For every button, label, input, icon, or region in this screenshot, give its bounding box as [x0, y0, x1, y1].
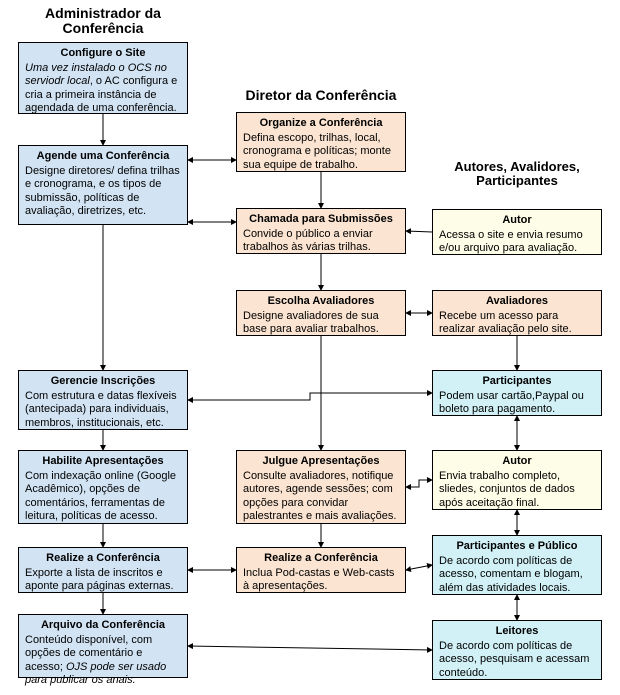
heading-authors: Autores, Avalidores, Participantes [432, 160, 602, 189]
node-b5-title: Realize a Conferência [243, 552, 399, 565]
node-b4-desc: Consulte avaliadores, notifique autores,… [243, 470, 399, 523]
node-a1: Configure o Site Uma vez instalado o OCS … [18, 42, 188, 114]
node-a2-title: Agende uma Conferência [25, 150, 181, 163]
node-a4: Habilite Apresentações Com indexação onli… [18, 450, 188, 524]
node-a5: Realize a Conferência Exporte a lista de … [18, 547, 188, 593]
node-b4: Julgue Apresentações Consulte avaliadores… [236, 450, 406, 524]
node-c4-desc: Envia trabalho completo, sliedes, conjun… [439, 470, 595, 510]
node-c4: Autor Envia trabalho completo, sliedes, c… [432, 450, 602, 510]
node-c5-title: Participantes e Público [439, 540, 595, 553]
node-a6-desc: Conteúdo disponível, com opções de comen… [25, 634, 181, 687]
node-a1-title: Configure o Site [25, 47, 181, 60]
flowchart-canvas: { "canvas": { "width": 620, "height": 69… [0, 0, 620, 695]
node-c2-title: Avaliadores [439, 295, 595, 308]
node-b5: Realize a Conferência Inclua Pod-castas e… [236, 547, 406, 593]
node-a5-title: Realize a Conferência [25, 552, 181, 565]
node-a4-desc: Com indexação online (Google Acadêmico),… [25, 470, 181, 523]
node-b2-desc: Convide o público a enviar trabalhos às … [243, 228, 399, 254]
node-a6-title: Arquivo da Conferência [25, 619, 181, 632]
node-c6: Leitores De acordo com políticas de acess… [432, 620, 602, 680]
node-c1-title: Autor [439, 214, 595, 227]
node-c3-desc: Podem usar cartão,Paypal ou boleto para … [439, 390, 595, 416]
node-c2-desc: Recebe um acesso para realizar avaliação… [439, 310, 595, 336]
node-c2: Avaliadores Recebe um acesso para realiza… [432, 290, 602, 336]
heading-director: Diretor da Conferência [236, 88, 406, 103]
node-a3-title: Gerencie Inscrições [25, 375, 181, 388]
node-a2-desc: Designe diretores/ defina trilhas e cron… [25, 165, 181, 218]
node-a2: Agende uma Conferência Designe diretores/… [18, 145, 188, 225]
node-b5-desc: Inclua Pod-castas e Web-casts à apresent… [243, 567, 399, 593]
node-c5: Participantes e Público De acordo com pol… [432, 535, 602, 595]
node-c1-desc: Acessa o site e envia resumo e/ou arquiv… [439, 229, 595, 255]
node-c6-desc: De acordo com políticas de acesso, pesqu… [439, 640, 595, 680]
node-c4-title: Autor [439, 455, 595, 468]
node-a4-title: Habilite Apresentações [25, 455, 181, 468]
node-a6: Arquivo da ConferênciaConteúdo disponíve… [18, 614, 188, 678]
node-a1-desc: Uma vez instalado o OCS no serviodr loca… [25, 62, 181, 115]
node-b1: Organize a Conferência Defina escopo, tri… [236, 112, 406, 172]
node-c6-title: Leitores [439, 625, 595, 638]
node-c1: Autor Acessa o site e envia resumo e/ou a… [432, 209, 602, 255]
node-b3-title: Escolha Avaliadores [243, 295, 399, 308]
node-a3: Gerencie Inscrições Com estrutura e datas… [18, 370, 188, 430]
node-c3: Participantes Podem usar cartão,Paypal ou… [432, 370, 602, 416]
heading-admin: Administrador da Conferência [18, 6, 188, 37]
node-c5-desc: De acordo com políticas de acesso, comen… [439, 555, 595, 595]
node-b1-desc: Defina escopo, trilhas, local, cronogram… [243, 132, 399, 172]
node-b3-desc: Designe avaliadores de sua base para ava… [243, 310, 399, 336]
node-b3: Escolha Avaliadores Designe avaliadores d… [236, 290, 406, 336]
node-b1-title: Organize a Conferência [243, 117, 399, 130]
node-b4-title: Julgue Apresentações [243, 455, 399, 468]
node-a3-desc: Com estrutura e datas flexíveis (antecip… [25, 390, 181, 430]
node-c3-title: Participantes [439, 375, 595, 388]
node-a5-desc: Exporte a lista de inscritos e aponte pa… [25, 567, 181, 593]
node-b2-title: Chamada para Submissões [243, 213, 399, 226]
node-b2: Chamada para Submissões Convide o público… [236, 208, 406, 254]
